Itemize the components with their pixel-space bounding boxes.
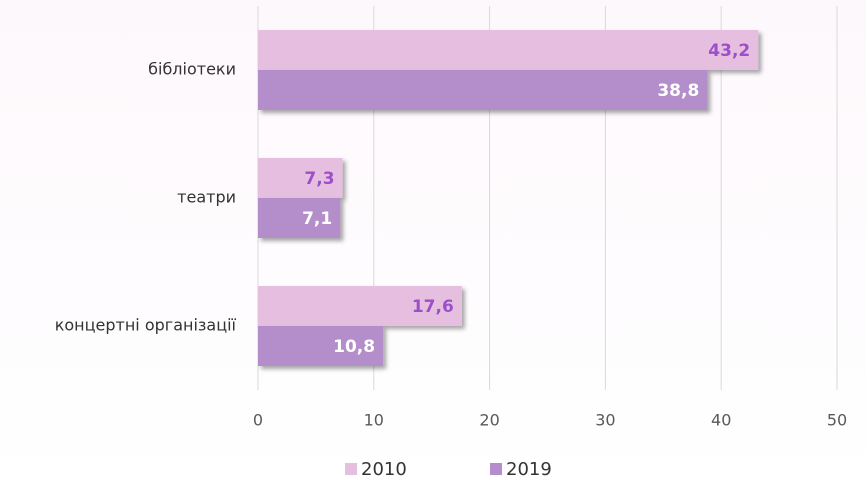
legend-swatch <box>490 463 502 475</box>
bar <box>258 70 708 110</box>
bars <box>258 30 759 366</box>
bar <box>258 326 384 366</box>
data-label: 7,3 <box>304 169 334 189</box>
bar <box>258 158 343 198</box>
x-tick-label: 50 <box>827 411 847 430</box>
data-label: 10,8 <box>333 337 375 357</box>
y-tick-label: бібліотеки <box>148 60 236 79</box>
data-label: 7,1 <box>302 209 332 229</box>
legend-label: 2019 <box>506 459 552 480</box>
x-tick-label: 10 <box>364 411 384 430</box>
x-tick-label: 0 <box>253 411 263 430</box>
bar <box>258 30 759 70</box>
data-label: 43,2 <box>708 41 750 61</box>
x-tick-label: 30 <box>595 411 615 430</box>
legend-label: 2010 <box>361 459 407 480</box>
bar <box>258 198 341 238</box>
data-label: 38,8 <box>657 81 699 101</box>
x-tick-label: 20 <box>479 411 499 430</box>
legend-swatch <box>345 463 357 475</box>
bar <box>258 286 462 326</box>
data-label: 17,6 <box>412 297 454 317</box>
y-tick-label: театри <box>177 188 236 207</box>
x-tick-label: 40 <box>711 411 731 430</box>
y-tick-label: концертні організації <box>55 316 237 335</box>
labels: 0 10 20 30 40 50 бібліотеки 43,2 38,8 театри 7,3 7,… <box>55 41 847 480</box>
